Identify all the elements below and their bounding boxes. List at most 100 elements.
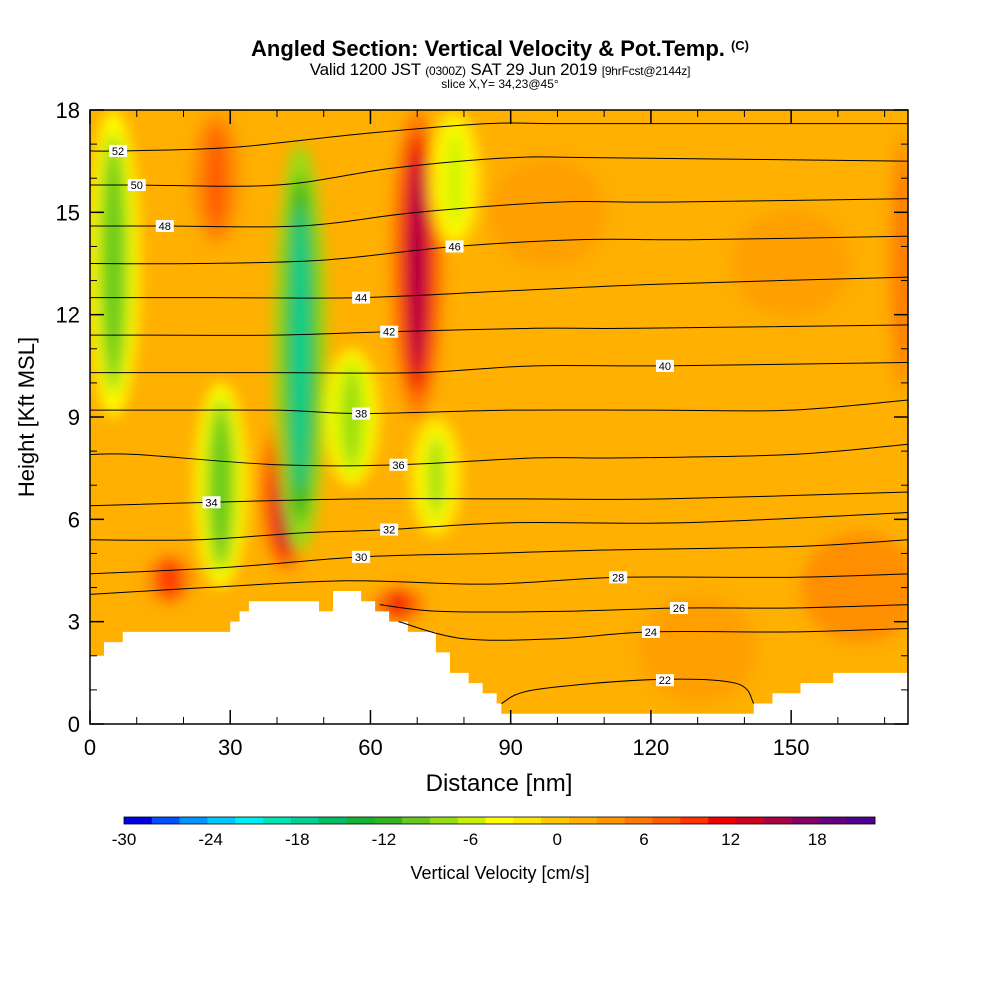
- theta-contour: [90, 276, 908, 299]
- contour-label-bg: [641, 625, 660, 638]
- chart-title-suffix: (C): [730, 38, 749, 53]
- contour-label-bg: [655, 674, 674, 687]
- contour-label: 28: [612, 572, 624, 584]
- colorbar-swatch: [124, 817, 153, 824]
- y-tick-label: 9: [68, 405, 80, 430]
- y-axis-label: Height [Kft MSL]: [14, 337, 39, 497]
- contour-label-bg: [109, 144, 128, 157]
- colorbar-tick-label: -30: [112, 830, 137, 849]
- theta-contour: [90, 156, 908, 187]
- contour-label-bg: [609, 571, 628, 584]
- colorbar-swatch: [652, 817, 681, 824]
- contour-label: 38: [355, 409, 367, 421]
- colorbar-tick-label: 6: [639, 830, 648, 849]
- colorbar-swatch: [290, 817, 320, 824]
- colorbar-swatch: [235, 817, 264, 824]
- velocity-feature-updraft: [161, 561, 178, 597]
- theta-contour: [90, 443, 908, 467]
- contour-label: 32: [383, 525, 395, 537]
- valid-prefix: Valid 1200 JST: [309, 60, 421, 79]
- colorbar-swatch: [263, 817, 292, 824]
- velocity-feature-downdraft: [343, 369, 360, 465]
- colorbar-tick-label: -24: [198, 830, 223, 849]
- contour-label-bg: [352, 550, 371, 563]
- chart-subtitle: Valid 1200 JST (0300Z) SAT 29 Jun 2019 […: [0, 60, 1000, 80]
- colorbar-swatch: [151, 817, 180, 824]
- theta-contour: [398, 621, 908, 641]
- colorbar-swatch: [791, 817, 820, 824]
- contour-label-bg: [127, 179, 146, 192]
- colorbar-tick-label: 18: [808, 830, 827, 849]
- field-patch: [488, 157, 609, 268]
- valid-date: SAT 29 Jun 2019: [470, 60, 598, 79]
- theta-contour: [90, 573, 908, 595]
- contour-label-bg: [445, 240, 464, 253]
- colorbar-swatch: [847, 817, 876, 824]
- velocity-feature-downdraft: [446, 130, 463, 226]
- x-tick-label: 0: [84, 735, 96, 760]
- velocity-feature-updraft: [895, 156, 908, 371]
- colorbar-frame: [123, 816, 876, 825]
- colorbar-swatch: [457, 817, 486, 824]
- y-tick-label: 6: [68, 507, 80, 532]
- velocity-feature-updraft: [390, 592, 407, 617]
- x-tick-label: 60: [358, 735, 382, 760]
- theta-contour: [501, 678, 755, 704]
- contour-label-bg: [655, 359, 674, 372]
- contour-label: 30: [355, 552, 367, 564]
- field-patch: [801, 532, 908, 643]
- colorbar-swatch: [513, 817, 542, 824]
- theta-contour: [379, 604, 908, 613]
- contour-label: 22: [659, 675, 671, 687]
- colorbar-swatch: [596, 817, 625, 824]
- theta-contour: [90, 512, 908, 541]
- terrain: [90, 590, 908, 724]
- x-tick-label: 150: [773, 735, 810, 760]
- colorbar-swatch: [402, 817, 431, 824]
- velocity-feature-downdraft: [212, 413, 229, 557]
- contour-label: 34: [205, 497, 217, 509]
- contour-label: 46: [448, 241, 460, 253]
- theta-contours: [90, 122, 908, 704]
- contour-label: 52: [112, 146, 124, 158]
- velocity-field: [90, 110, 908, 724]
- theta-contour: [90, 198, 908, 228]
- colorbar: -30 -24 -18 -12 -6 0 6 12 18: [112, 816, 876, 849]
- contour-label: 48: [159, 221, 171, 233]
- velocity-feature-downdraft: [292, 205, 309, 493]
- velocity-feature-updraft: [409, 156, 426, 371]
- y-tick-label: 15: [56, 200, 80, 225]
- colorbar-swatch: [819, 817, 848, 824]
- colorbar-tick-label: -12: [372, 830, 397, 849]
- colorbar-swatch: [708, 817, 737, 824]
- contour-label-bg: [380, 523, 399, 536]
- field-patch: [637, 593, 758, 704]
- velocity-feature-updraft: [208, 130, 225, 226]
- x-tick-label: 30: [218, 735, 242, 760]
- y-tick-label: 0: [68, 712, 80, 737]
- theta-contour: [90, 122, 908, 152]
- colorbar-tick-label: -6: [463, 830, 478, 849]
- field-patch: [544, 447, 665, 558]
- theta-contour: [90, 399, 908, 415]
- colorbar-swatch: [735, 817, 765, 824]
- x-axis-label: Distance [nm]: [426, 770, 573, 797]
- colorbar-tick-label: 0: [553, 830, 562, 849]
- contour-label: 50: [131, 180, 143, 192]
- theta-contour: [90, 361, 908, 374]
- theta-contour: [90, 539, 908, 575]
- velocity-feature-downdraft: [427, 434, 444, 519]
- colorbar-swatch: [485, 817, 514, 824]
- valid-utc: (0300Z): [425, 64, 466, 78]
- contour-label-bg: [202, 496, 221, 509]
- contour-label: 26: [673, 603, 685, 615]
- colorbar-swatch: [318, 817, 347, 824]
- colorbar-swatch: [429, 817, 459, 824]
- contour-labels: 22 24 26 28 30 32 34 36 38 40 42 44 46 48 50 52: [109, 144, 688, 687]
- contour-label: 36: [392, 460, 404, 472]
- contour-label-bg: [155, 219, 174, 232]
- contour-label: 44: [355, 293, 367, 305]
- contour-label-bg: [380, 325, 399, 338]
